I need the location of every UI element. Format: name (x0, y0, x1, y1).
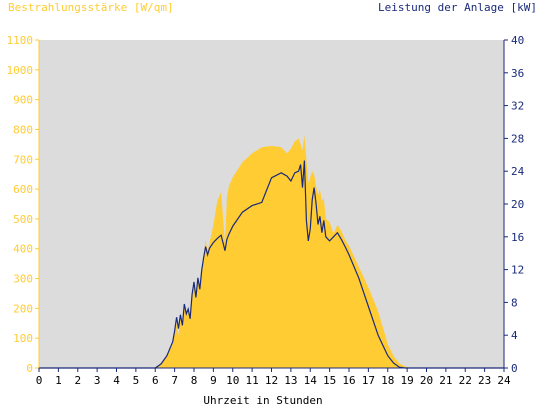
left-axis-title: Bestrahlungsstärke [W/qm] (8, 1, 174, 14)
left-tick-label: 700 (13, 153, 33, 166)
right-tick-label: 32 (511, 100, 524, 113)
x-tick-label: 0 (36, 374, 43, 387)
left-tick-label: 500 (13, 213, 33, 226)
x-tick-label: 9 (210, 374, 217, 387)
right-axis-title: Leistung der Anlage [kW] (378, 1, 537, 14)
x-tick-label: 6 (152, 374, 159, 387)
x-tick-label: 10 (226, 374, 239, 387)
right-tick-label: 16 (511, 231, 524, 244)
right-tick-label: 40 (511, 34, 524, 47)
x-tick-label: 24 (497, 374, 511, 387)
right-tick-label: 36 (511, 67, 524, 80)
left-tick-label: 1000 (7, 64, 34, 77)
left-tick-label: 900 (13, 94, 33, 107)
x-axis-title: Uhrzeit in Stunden (203, 394, 322, 407)
x-tick-label: 2 (74, 374, 81, 387)
power-line-group (39, 160, 504, 369)
x-tick-label: 1 (55, 374, 62, 387)
x-tick-label: 21 (439, 374, 452, 387)
x-tick-label: 11 (246, 374, 259, 387)
x-tick-label: 13 (284, 374, 297, 387)
right-tick-label: 0 (511, 362, 518, 375)
irradiance-area-group (39, 135, 504, 368)
left-tick-label: 1100 (7, 34, 34, 47)
x-tick-label: 14 (304, 374, 318, 387)
left-tick-label: 800 (13, 123, 33, 136)
x-tick-label: 20 (420, 374, 433, 387)
right-tick-label: 12 (511, 264, 524, 277)
tick-labels-group: 0100200300400500600700800900100011000481… (7, 34, 525, 387)
left-tick-label: 200 (13, 302, 33, 315)
x-tick-label: 15 (323, 374, 336, 387)
x-tick-label: 16 (342, 374, 355, 387)
x-tick-label: 17 (362, 374, 375, 387)
x-tick-label: 19 (401, 374, 414, 387)
left-tick-label: 400 (13, 243, 33, 256)
right-tick-label: 8 (511, 296, 518, 309)
left-tick-label: 600 (13, 183, 33, 196)
right-tick-label: 28 (511, 132, 524, 145)
left-tick-label: 300 (13, 273, 33, 286)
irradiance-area (39, 135, 504, 368)
right-tick-label: 20 (511, 198, 524, 211)
x-tick-label: 8 (191, 374, 198, 387)
x-tick-label: 7 (171, 374, 178, 387)
right-tick-label: 24 (511, 165, 525, 178)
left-tick-label: 0 (26, 362, 33, 375)
x-tick-label: 23 (478, 374, 491, 387)
right-tick-label: 4 (511, 329, 518, 342)
left-tick-label: 100 (13, 332, 33, 345)
x-tick-label: 4 (113, 374, 120, 387)
power-line (39, 160, 504, 369)
x-tick-label: 12 (265, 374, 278, 387)
axes-group (35, 39, 508, 372)
x-tick-label: 5 (133, 374, 140, 387)
x-tick-label: 18 (381, 374, 394, 387)
x-tick-label: 22 (459, 374, 472, 387)
x-tick-label: 3 (94, 374, 101, 387)
